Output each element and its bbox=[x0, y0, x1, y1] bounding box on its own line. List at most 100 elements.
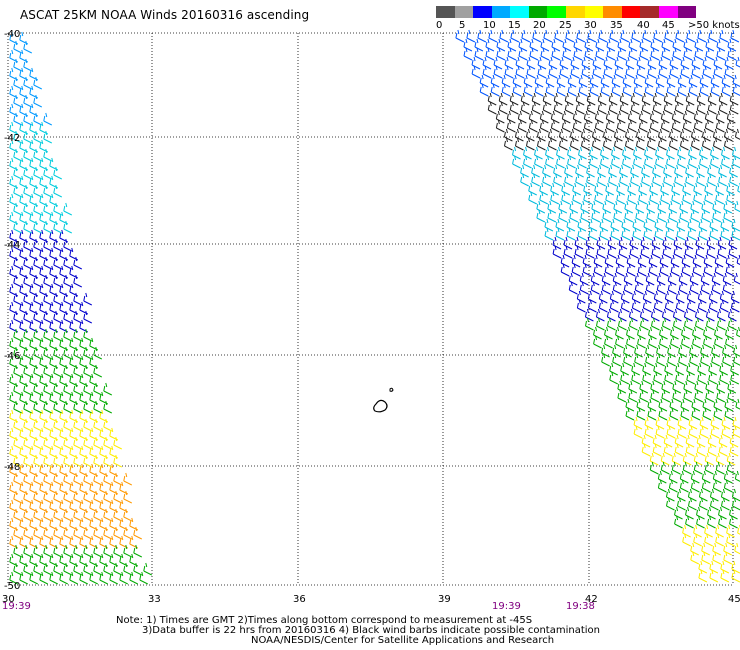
wind-barb bbox=[704, 191, 714, 205]
wind-barb bbox=[719, 299, 729, 313]
wind-barb bbox=[718, 92, 728, 106]
wind-barb bbox=[662, 236, 672, 250]
wind-barb bbox=[726, 110, 736, 124]
wind-barb bbox=[716, 38, 726, 52]
wind-barb bbox=[655, 425, 665, 439]
wind-barb bbox=[690, 200, 700, 214]
wind-barb bbox=[648, 263, 658, 277]
wind-barb bbox=[715, 191, 725, 205]
wind-barb bbox=[683, 389, 693, 403]
wind-barb bbox=[639, 389, 649, 403]
wind-barb bbox=[637, 263, 647, 277]
legend-swatch bbox=[640, 6, 659, 18]
wind-barb bbox=[615, 326, 624, 340]
wind-barb bbox=[99, 571, 109, 585]
wind-barb bbox=[43, 256, 53, 270]
wind-barb bbox=[645, 272, 655, 286]
wind-barb bbox=[93, 508, 103, 522]
wind-barb bbox=[23, 274, 33, 288]
wind-barb bbox=[13, 400, 23, 414]
wind-barb bbox=[628, 38, 638, 52]
legend-swatch bbox=[528, 6, 548, 18]
wind-barb bbox=[699, 425, 709, 439]
wind-barb bbox=[608, 92, 618, 106]
wind-barb bbox=[726, 191, 736, 205]
wind-barb bbox=[53, 184, 63, 198]
wind-barb bbox=[63, 310, 73, 324]
wind-barb bbox=[699, 416, 709, 430]
wind-barb bbox=[63, 346, 73, 360]
wind-barb bbox=[626, 263, 636, 277]
wind-barb bbox=[649, 452, 659, 466]
legend-tick-label: 5 bbox=[459, 20, 466, 31]
wind-barb bbox=[552, 236, 562, 250]
wind-barb bbox=[83, 562, 93, 576]
wind-barb bbox=[545, 146, 554, 160]
legend-tick-label: 0 bbox=[436, 20, 443, 31]
wind-barb bbox=[655, 155, 664, 169]
wind-barb bbox=[576, 299, 586, 313]
wind-barb bbox=[680, 398, 690, 412]
wind-barb bbox=[693, 452, 703, 466]
wind-barb bbox=[13, 76, 23, 90]
wind-barb bbox=[703, 254, 713, 268]
wind-barb bbox=[69, 571, 79, 585]
wind-barb bbox=[729, 101, 739, 115]
wind-barb bbox=[583, 110, 593, 124]
wind-barb bbox=[73, 328, 83, 342]
wind-barb bbox=[652, 173, 661, 187]
wind-barb bbox=[611, 146, 620, 160]
wind-barb bbox=[679, 137, 689, 151]
wind-barb bbox=[583, 182, 592, 196]
wind-barb bbox=[13, 454, 23, 468]
wind-barb bbox=[729, 506, 738, 520]
wind-barb bbox=[666, 83, 676, 97]
wind-barb bbox=[542, 164, 551, 178]
wind-barb bbox=[696, 101, 706, 115]
wind-barb bbox=[509, 101, 519, 115]
wind-barb bbox=[504, 56, 514, 70]
wind-barb bbox=[578, 74, 588, 88]
wind-barb bbox=[560, 254, 570, 268]
wind-barb bbox=[33, 436, 43, 450]
wind-barb bbox=[528, 182, 537, 196]
wind-barb bbox=[655, 146, 664, 160]
wind-barb bbox=[608, 101, 618, 115]
wind-barb bbox=[143, 562, 153, 576]
wind-barb bbox=[652, 101, 662, 115]
wind-barb bbox=[83, 526, 93, 540]
wind-barb bbox=[670, 254, 680, 268]
wind-barb bbox=[693, 524, 702, 538]
wind-barb bbox=[689, 281, 699, 295]
wind-barb bbox=[23, 544, 33, 558]
wind-barb bbox=[647, 56, 657, 70]
wind-barb bbox=[733, 344, 740, 357]
axis-labels: -40 -42 -44 -46 -48 -50 30 33 36 39 42 45 19:39 19:39… bbox=[2, 29, 740, 612]
wind-barb bbox=[13, 310, 23, 324]
wind-barb bbox=[711, 344, 720, 358]
wind-barb bbox=[702, 398, 712, 412]
wind-barb bbox=[716, 308, 726, 322]
longitude-label: 39 bbox=[438, 594, 451, 605]
wind-barb bbox=[661, 47, 671, 61]
wind-barb bbox=[653, 299, 663, 313]
wind-barb bbox=[618, 236, 628, 250]
wind-barb bbox=[621, 227, 631, 241]
wind-barb bbox=[626, 254, 636, 268]
wind-barb bbox=[605, 119, 615, 133]
wind-barb bbox=[707, 443, 717, 457]
wind-barb bbox=[699, 83, 709, 97]
wind-barb bbox=[474, 47, 484, 61]
legend-swatch bbox=[677, 6, 697, 18]
wind-barb bbox=[610, 218, 620, 232]
wind-barb bbox=[609, 29, 619, 43]
wind-barb bbox=[43, 562, 53, 576]
wind-barb bbox=[646, 200, 656, 214]
wind-barb bbox=[681, 254, 691, 268]
wind-barb bbox=[83, 472, 93, 486]
wind-barb bbox=[734, 542, 740, 555]
wind-barb bbox=[668, 137, 678, 151]
wind-barb bbox=[716, 380, 726, 394]
wind-barb bbox=[650, 380, 660, 394]
wind-barb bbox=[580, 128, 590, 142]
